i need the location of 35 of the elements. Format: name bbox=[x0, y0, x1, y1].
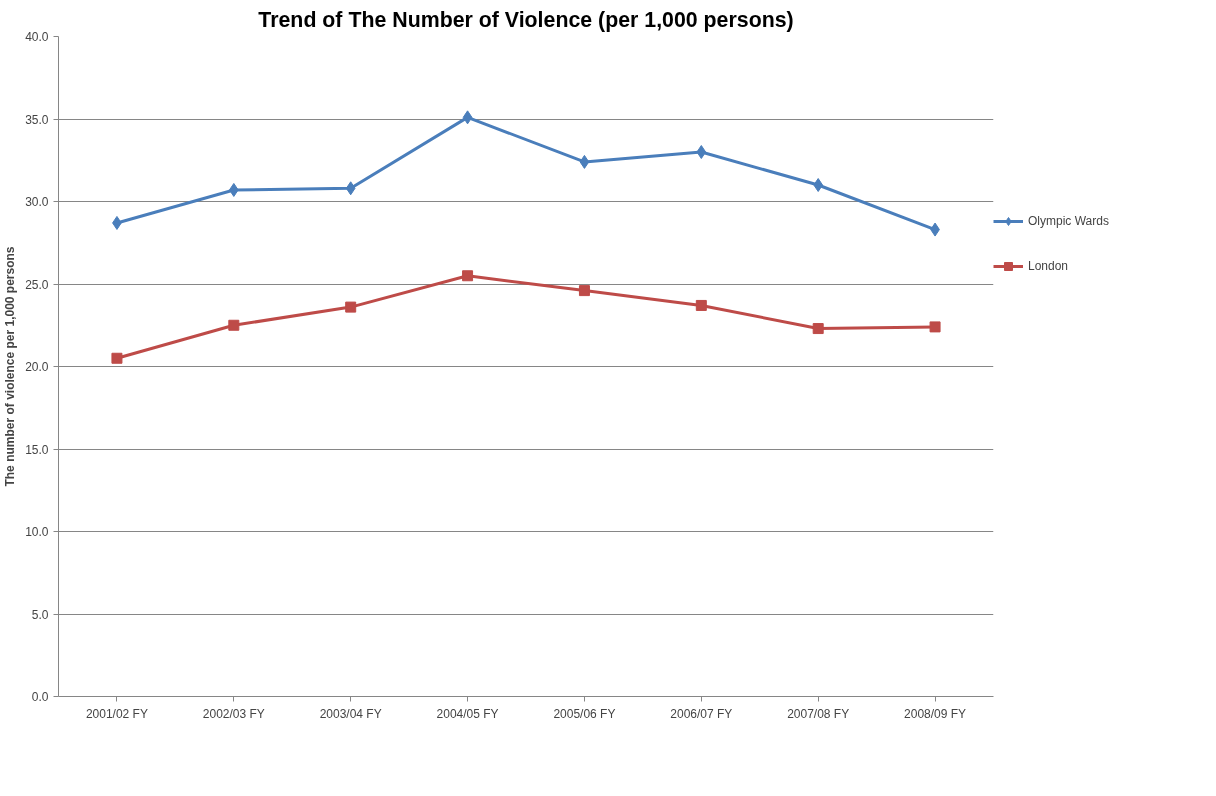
point bbox=[579, 154, 590, 169]
point bbox=[695, 299, 707, 311]
y-tick-label: 15.0 bbox=[25, 442, 49, 457]
x-tick-label: 2005/06 FY bbox=[553, 706, 616, 721]
legend-label: London bbox=[1028, 259, 1069, 273]
point bbox=[813, 178, 824, 192]
x-tick-label: 2008/09 FY bbox=[904, 706, 967, 721]
y-tick-label: 40.0 bbox=[25, 30, 49, 44]
chart-title: Trend of The Number of Violence (per 1,000 persons) bbox=[258, 7, 794, 32]
point bbox=[462, 270, 474, 282]
y-tick-label: 20.0 bbox=[25, 360, 49, 374]
y-tick-label: 30.0 bbox=[25, 195, 49, 209]
point bbox=[578, 285, 590, 297]
x-tick-label: 2006/07 FY bbox=[670, 706, 733, 721]
point bbox=[345, 181, 356, 196]
x-tick-label: 2004/05 FY bbox=[436, 706, 499, 721]
y-tick-label: 5.0 bbox=[31, 607, 49, 622]
point bbox=[462, 110, 473, 125]
x-tick-label: 2001/02 FY bbox=[85, 706, 148, 721]
x-tick-label: 2007/08 FY bbox=[787, 706, 850, 721]
point bbox=[228, 319, 240, 331]
y-tick-label: 35.0 bbox=[25, 112, 49, 127]
point bbox=[812, 323, 824, 335]
point bbox=[345, 301, 357, 313]
point bbox=[111, 352, 123, 364]
legend-label: Olympic Wards bbox=[1028, 214, 1109, 228]
y-tick-label: 25.0 bbox=[25, 277, 49, 292]
y-tick-label: 10.0 bbox=[25, 525, 49, 539]
point bbox=[929, 321, 941, 333]
point bbox=[696, 145, 707, 159]
x-tick-label: 2002/03 FY bbox=[202, 706, 265, 721]
x-tick-label: 2003/04 FY bbox=[319, 706, 382, 721]
y-tick-label: 0.0 bbox=[31, 690, 49, 704]
y-axis-title: The number of violence per 1,000 persons bbox=[3, 246, 18, 487]
point bbox=[228, 182, 239, 197]
